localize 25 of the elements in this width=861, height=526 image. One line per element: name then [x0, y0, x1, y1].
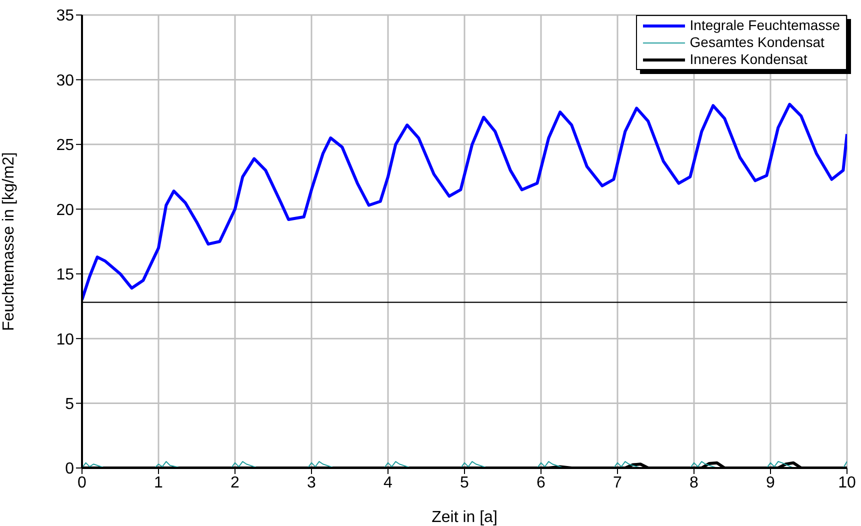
x-axis-title: Zeit in [a]	[432, 509, 498, 526]
y-tick-label: 35	[56, 8, 74, 25]
x-tick-label: 8	[690, 474, 699, 492]
x-tick-label: 0	[78, 474, 87, 492]
y-tick-label: 0	[65, 460, 74, 478]
y-tick-label: 30	[56, 72, 74, 90]
y-tick-label: 10	[56, 331, 74, 348]
x-tick-label: 6	[536, 474, 546, 492]
x-tick-label: 1	[154, 474, 164, 492]
y-axis-title: Feuchtemasse in [kg/m2]	[0, 152, 18, 331]
x-tick-label: 3	[307, 474, 316, 492]
y-tick-label: 20	[56, 202, 74, 219]
x-tick-label: 10	[838, 474, 856, 492]
legend-label: Integrale Feuchtemasse	[690, 17, 840, 34]
x-tick-label: 9	[766, 474, 776, 492]
line-series	[82, 102, 847, 302]
x-tick-label: 2	[230, 474, 240, 492]
legend-label: Inneres Kondensat	[690, 51, 808, 68]
y-tick-label: 15	[56, 266, 74, 284]
y-tick-label: 5	[65, 396, 74, 413]
legend-label: Gesamtes Kondensat	[690, 34, 824, 51]
x-tick-label: 4	[384, 474, 393, 492]
x-tick-label: 7	[613, 474, 622, 492]
x-tick-label: 5	[460, 474, 470, 492]
y-tick-label: 25	[56, 137, 74, 154]
